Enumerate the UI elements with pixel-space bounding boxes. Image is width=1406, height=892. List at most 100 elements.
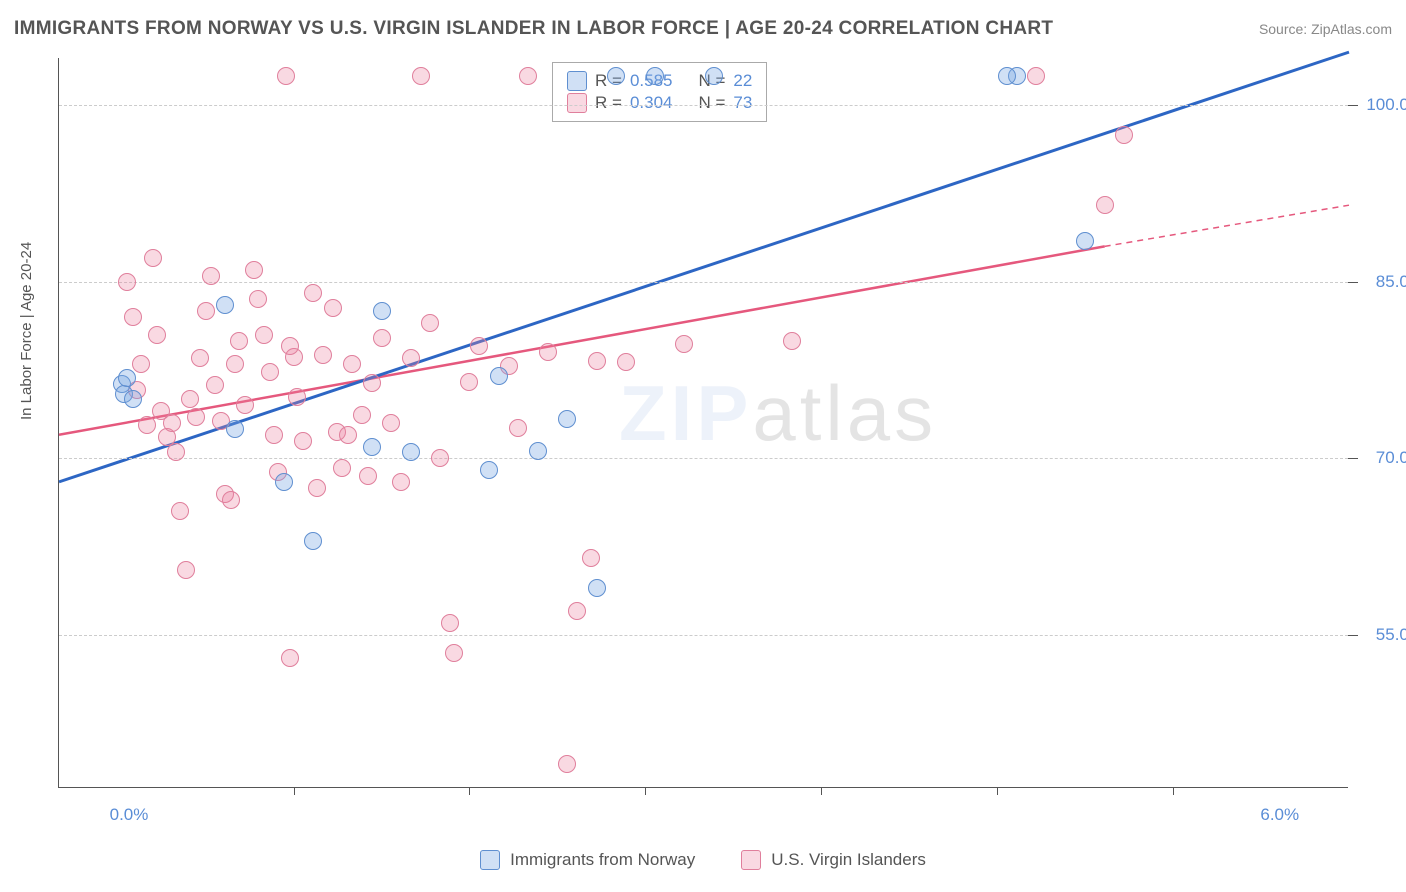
x-tick-label: 6.0% <box>1260 805 1299 825</box>
data-point <box>445 644 463 662</box>
y-tick-label: 55.0% <box>1376 625 1406 645</box>
data-point <box>324 299 342 317</box>
data-point <box>333 459 351 477</box>
data-point <box>308 479 326 497</box>
data-point <box>281 649 299 667</box>
data-point <box>236 396 254 414</box>
data-point <box>582 549 600 567</box>
data-point <box>509 419 527 437</box>
data-point <box>529 442 547 460</box>
data-point <box>353 406 371 424</box>
legend-r-value: 0.304 <box>630 93 673 113</box>
data-point <box>197 302 215 320</box>
data-point <box>148 326 166 344</box>
data-point <box>607 67 625 85</box>
stats-legend-row: R = 0.304 N = 73 <box>567 93 752 113</box>
data-point <box>363 374 381 392</box>
data-point <box>314 346 332 364</box>
data-point <box>382 414 400 432</box>
legend-item: U.S. Virgin Islanders <box>741 850 926 870</box>
gridline <box>59 105 1348 106</box>
data-point <box>206 376 224 394</box>
data-point <box>226 355 244 373</box>
data-point <box>402 443 420 461</box>
data-point <box>132 355 150 373</box>
data-point <box>441 614 459 632</box>
data-point <box>519 67 537 85</box>
data-point <box>288 388 306 406</box>
data-point <box>412 67 430 85</box>
data-point <box>490 367 508 385</box>
x-tick <box>294 787 295 795</box>
legend-r-label: R = <box>595 93 622 113</box>
data-point <box>249 290 267 308</box>
data-point <box>705 67 723 85</box>
legend-swatch <box>480 850 500 870</box>
data-point <box>255 326 273 344</box>
data-point <box>144 249 162 267</box>
data-point <box>202 267 220 285</box>
legend-n-value: 22 <box>733 71 752 91</box>
legend-swatch <box>567 93 587 113</box>
data-point <box>187 408 205 426</box>
data-point <box>167 443 185 461</box>
data-point <box>460 373 478 391</box>
legend-item: Immigrants from Norway <box>480 850 695 870</box>
data-point <box>998 67 1016 85</box>
data-point <box>171 502 189 520</box>
y-tick-label: 70.0% <box>1376 448 1406 468</box>
data-point <box>261 363 279 381</box>
y-axis-title: In Labor Force | Age 20-24 <box>18 242 35 420</box>
plot-area: ZIPatlas R =0.585N =22R =0.304N =73 55.0… <box>58 58 1348 788</box>
data-point <box>265 426 283 444</box>
x-tick-label: 0.0% <box>110 805 149 825</box>
trend-lines-layer <box>59 58 1348 787</box>
data-point <box>431 449 449 467</box>
data-point <box>588 352 606 370</box>
data-point <box>617 353 635 371</box>
legend-swatch <box>741 850 761 870</box>
data-point <box>480 461 498 479</box>
series-legend: Immigrants from Norway U.S. Virgin Island… <box>0 850 1406 870</box>
y-tick-label: 100.0% <box>1366 95 1406 115</box>
data-point <box>1076 232 1094 250</box>
x-tick <box>821 787 822 795</box>
data-point <box>163 414 181 432</box>
data-point <box>1027 67 1045 85</box>
x-tick <box>1173 787 1174 795</box>
data-point <box>421 314 439 332</box>
data-point <box>392 473 410 491</box>
legend-n-value: 73 <box>733 93 752 113</box>
gridline <box>59 282 1348 283</box>
data-point <box>245 261 263 279</box>
trend-line <box>1105 205 1349 246</box>
data-point <box>539 343 557 361</box>
x-tick <box>997 787 998 795</box>
data-point <box>181 390 199 408</box>
data-point <box>558 410 576 428</box>
legend-label: Immigrants from Norway <box>510 850 695 870</box>
y-tick-label: 85.0% <box>1376 272 1406 292</box>
data-point <box>124 390 142 408</box>
data-point <box>373 302 391 320</box>
data-point <box>304 284 322 302</box>
x-tick <box>469 787 470 795</box>
data-point <box>373 329 391 347</box>
gridline <box>59 458 1348 459</box>
data-point <box>470 337 488 355</box>
data-point <box>124 308 142 326</box>
source-credit: Source: ZipAtlas.com <box>1259 21 1392 37</box>
data-point <box>216 296 234 314</box>
data-point <box>646 67 664 85</box>
data-point <box>1115 126 1133 144</box>
data-point <box>191 349 209 367</box>
data-point <box>363 438 381 456</box>
data-point <box>675 335 693 353</box>
data-point <box>281 337 299 355</box>
data-point <box>783 332 801 350</box>
data-point <box>588 579 606 597</box>
data-point <box>222 491 240 509</box>
legend-n-label: N = <box>698 93 725 113</box>
gridline <box>59 635 1348 636</box>
data-point <box>277 67 295 85</box>
